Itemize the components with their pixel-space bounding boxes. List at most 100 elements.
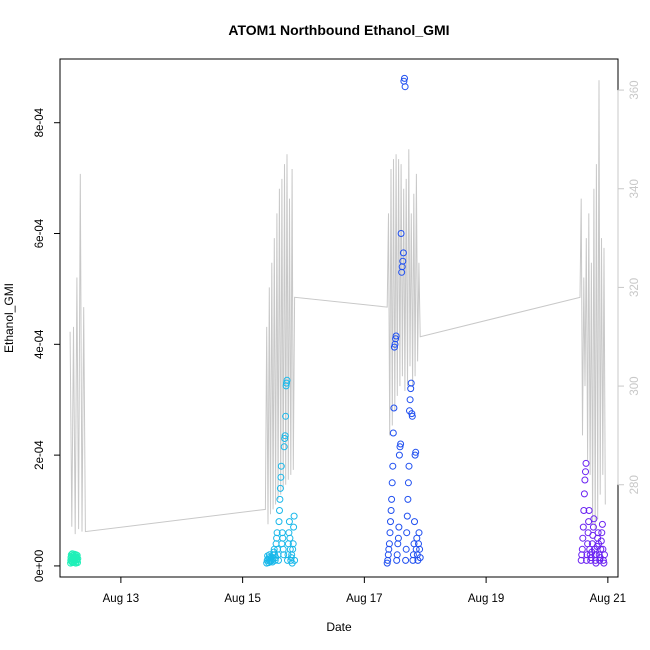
scatter-point	[402, 545, 410, 553]
chart-title: ATOM1 Northbound Ethanol_GMI	[228, 22, 449, 38]
scatter-point	[291, 556, 299, 564]
scatter-point	[285, 529, 293, 537]
scatter-point	[598, 520, 606, 528]
scatter-point	[403, 529, 411, 537]
scatter-point	[416, 554, 424, 562]
x-tick-label: Aug 21	[590, 593, 626, 605]
y-axis-label: Ethanol_GMI	[2, 283, 16, 353]
scatter-point	[281, 435, 289, 442]
scatter-point	[585, 507, 593, 514]
scatter-point	[392, 335, 400, 343]
y-tick-label: 2e-04	[34, 440, 46, 470]
scatter-point	[393, 556, 401, 564]
scatter-point	[403, 512, 411, 520]
y2-tick-label: 340	[629, 179, 641, 198]
scatter-point	[415, 540, 422, 548]
x-tick-label: Aug 13	[103, 593, 139, 605]
scatter-point	[600, 559, 608, 567]
scatter-point	[277, 473, 285, 481]
scatter-point	[276, 507, 283, 514]
scatter-point	[598, 529, 606, 537]
scatter-point	[408, 410, 416, 418]
scatter-point	[283, 376, 291, 384]
y2-axis: 280 300 320 340 360	[617, 80, 641, 494]
scatter-point	[290, 512, 298, 520]
scatter-point	[411, 451, 419, 459]
scatter-point	[394, 540, 402, 548]
scatter-point	[579, 534, 587, 542]
secondary-line-layer	[69, 80, 606, 535]
scatter-point	[73, 556, 81, 564]
scatter-point	[579, 523, 587, 531]
scatter-point	[404, 479, 412, 487]
scatter-point	[582, 459, 590, 467]
scatter-point	[402, 556, 410, 564]
scatter-point	[397, 230, 405, 237]
scatter-point	[589, 523, 597, 531]
x-tick-label: Aug 15	[224, 593, 260, 605]
scatter-point	[401, 74, 408, 82]
y-tick-label: 4e-04	[34, 329, 46, 359]
scatter-point	[412, 448, 420, 456]
scatter-point	[590, 515, 598, 523]
scatter-point	[279, 534, 287, 542]
scatter-point	[408, 412, 416, 420]
scatter-point	[276, 484, 284, 492]
scatter-point	[389, 462, 397, 470]
scatter-point	[597, 537, 605, 545]
scatter-point	[273, 529, 281, 537]
scatter-point	[581, 476, 589, 484]
scatter-point	[73, 551, 81, 559]
scatter-point	[390, 343, 398, 351]
scatter-point	[407, 379, 415, 387]
y-tick-label: 8e-04	[34, 107, 46, 137]
scatter-point	[386, 529, 394, 537]
scatter-point	[275, 556, 282, 564]
y2-tick-label: 300	[629, 376, 641, 395]
plot-frame	[59, 58, 619, 578]
scatter-point	[271, 556, 279, 564]
x-tick-label: Aug 19	[468, 593, 504, 605]
x-axis-label: Date	[326, 620, 352, 634]
scatter-point	[387, 507, 395, 514]
scatter-point	[282, 412, 290, 420]
scatter-point	[394, 534, 402, 542]
scatter-point	[582, 468, 589, 476]
scatter-point	[409, 551, 417, 559]
scatter-point	[388, 495, 396, 503]
scatter-point	[397, 440, 405, 448]
scatter-layer	[67, 74, 608, 567]
scatter-point	[280, 443, 288, 451]
y2-tick-label: 360	[629, 80, 641, 99]
scatter-point	[597, 545, 605, 553]
scatter-point	[74, 559, 81, 567]
scatter-point	[587, 556, 595, 564]
y-axis: 0e+00 2e-04 4e-04 6e-04 8e-04	[34, 107, 61, 582]
scatter-point	[275, 518, 283, 526]
scatter-point	[289, 540, 297, 548]
scatter-point	[389, 429, 397, 437]
secondary-series-line	[69, 80, 606, 535]
y2-tick-label: 320	[629, 278, 641, 297]
scatter-point	[399, 257, 407, 265]
scatter-point	[392, 332, 400, 340]
scatter-point	[395, 451, 403, 459]
scatter-point	[401, 83, 409, 91]
scatter-point	[396, 443, 404, 451]
scatter-point	[406, 396, 414, 404]
x-tick-label: Aug 17	[346, 593, 382, 605]
scatter-point	[580, 507, 588, 514]
y2-tick-label: 280	[629, 475, 641, 494]
scatter-point	[286, 534, 294, 542]
scatter-point	[411, 518, 418, 526]
scatter-point	[283, 379, 290, 387]
scatter-point	[594, 529, 602, 537]
scatter-point	[601, 551, 608, 559]
scatter-point	[578, 545, 586, 553]
scatter-point	[388, 479, 396, 487]
scatter-point	[395, 523, 403, 531]
scatter-point	[281, 432, 289, 440]
scatter-point	[285, 518, 293, 526]
